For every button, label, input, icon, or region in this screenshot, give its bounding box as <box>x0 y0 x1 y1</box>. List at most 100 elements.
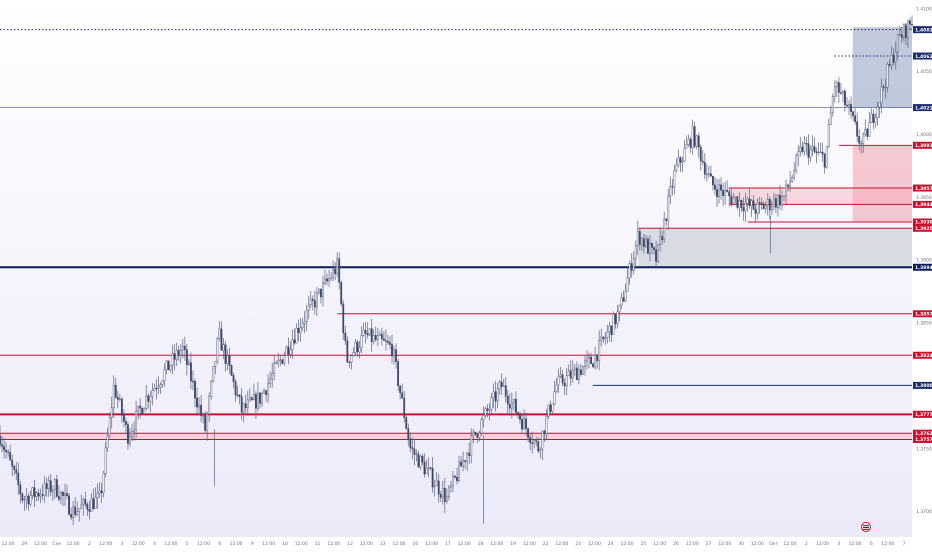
candle-body <box>179 349 182 356</box>
candle-body <box>809 148 812 158</box>
candle-body <box>352 352 355 357</box>
candle-body <box>129 435 131 444</box>
candle-body <box>492 391 495 398</box>
time-tick-label: 18 <box>478 541 484 547</box>
candle-body <box>494 391 497 402</box>
candle-body <box>395 349 397 362</box>
candle-body <box>482 414 485 421</box>
candle-body <box>74 506 77 515</box>
candle-body <box>860 143 863 145</box>
candle-body <box>246 399 249 408</box>
candle-body <box>51 489 54 493</box>
candle-body <box>661 236 664 241</box>
candle-body <box>340 282 343 305</box>
candle-body <box>632 258 635 271</box>
candle-body <box>120 398 123 416</box>
time-tick-label: 27 <box>706 541 712 547</box>
candle-body <box>452 475 454 487</box>
candle-body <box>870 113 873 123</box>
candle-body <box>580 369 582 375</box>
candle-body <box>53 479 56 490</box>
candle-body <box>125 421 127 425</box>
candle-body <box>797 151 800 156</box>
level-price-badge <box>913 141 932 149</box>
price-tick-label: 1.4100 <box>916 6 932 12</box>
candle-body <box>852 111 854 117</box>
candle-body <box>320 288 322 298</box>
candle-body <box>19 484 22 495</box>
candle-body <box>742 207 745 212</box>
level-price-label: 1,3757 <box>915 437 932 443</box>
candle-body <box>705 173 708 176</box>
candle-body <box>15 469 18 474</box>
candle-body <box>531 442 534 444</box>
candle-body <box>214 361 217 367</box>
candle-body <box>285 346 288 356</box>
time-tick-label: 12:00 <box>34 541 47 547</box>
candle-body <box>909 20 911 25</box>
time-tick-label: Сен <box>52 541 61 547</box>
zone-1 <box>852 145 912 222</box>
candle-body <box>866 128 869 137</box>
candle-body <box>399 385 402 394</box>
candle-body <box>165 360 168 370</box>
candle-body <box>289 349 292 355</box>
candle-body <box>537 441 540 452</box>
candle-body <box>192 380 194 383</box>
candle-body <box>703 162 706 175</box>
zone-3 <box>638 228 912 268</box>
time-tick-label: 12:00 <box>490 541 503 547</box>
candle-body <box>604 337 607 340</box>
candle-body <box>614 313 617 324</box>
candle-body <box>472 431 475 436</box>
time-axis[interactable]: 12:00 29 12:00 Сен 12:00 2 12:00 3 12:00 4 12:00 5 1… <box>2 541 906 547</box>
candle-body <box>368 328 371 336</box>
candle-body <box>35 492 38 497</box>
candle-body <box>145 395 148 409</box>
candle-body <box>504 385 507 397</box>
candle-body <box>791 177 794 183</box>
candle-body <box>133 429 135 432</box>
candle-body <box>177 350 180 356</box>
candle-body <box>888 63 891 66</box>
candle-body <box>819 151 822 154</box>
candle-body <box>421 455 424 463</box>
candle-body <box>382 338 385 341</box>
candle-body <box>872 113 875 123</box>
candle-body <box>427 467 430 469</box>
candle-body <box>777 195 779 208</box>
candle-body <box>864 128 867 135</box>
candle-body <box>311 298 314 301</box>
time-tick-label: 12:00 <box>588 541 601 547</box>
level-price-badge <box>913 310 932 318</box>
candle-body <box>385 340 387 342</box>
candle-body <box>584 360 586 367</box>
tradingview-flag-icon[interactable] <box>861 522 871 532</box>
candle-body <box>198 404 200 408</box>
time-axis-background <box>0 537 932 550</box>
candle-body <box>712 175 714 186</box>
candle-body <box>701 160 704 163</box>
candle-body <box>118 398 121 401</box>
time-tick-label: 2 <box>805 541 808 547</box>
candle-body <box>799 146 802 152</box>
level-labels: 1,4083 1,4062 1,4021 1,3991 1,3957 1,3944 1,39… <box>913 26 932 443</box>
candle-body <box>592 363 595 368</box>
candle-body <box>380 333 383 340</box>
candle-body <box>490 397 493 410</box>
level-price-label: 1,3857 <box>915 311 932 317</box>
candle-body <box>216 338 219 362</box>
candle-body <box>261 392 263 404</box>
candle-body <box>181 346 184 351</box>
candle-body <box>699 146 702 162</box>
time-tick-label: 30 <box>738 541 744 547</box>
candle-body <box>521 419 523 430</box>
candle-body <box>565 375 568 387</box>
candle-body <box>612 313 615 335</box>
candle-body <box>267 383 270 395</box>
candle-body <box>588 356 590 359</box>
candle-body <box>683 148 686 162</box>
candle-body <box>31 487 34 496</box>
